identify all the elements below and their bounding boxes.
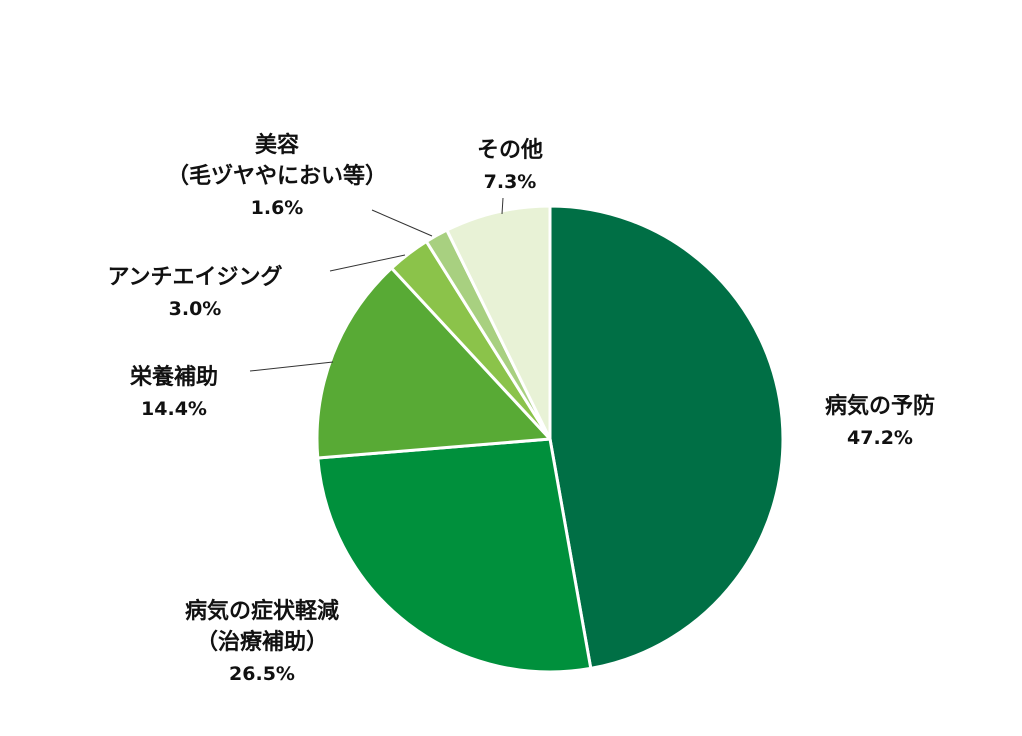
- leader-line-5: [371, 209, 433, 237]
- slice-label-name-4: アンチエイジング: [107, 264, 282, 290]
- leader-line-6: [501, 197, 504, 215]
- slice-label-name-2: （治療補助）: [196, 629, 328, 655]
- slice-label-name-2: 病気の症状軽減: [185, 598, 339, 624]
- leader-line-4: [329, 254, 406, 272]
- pie-slice-3: [315, 266, 552, 460]
- slice-label-value-4: 3.0%: [169, 298, 222, 320]
- slice-label-name-3: 栄養補助: [129, 364, 218, 390]
- slice-label-name-5: （毛ヅヤやにおい等）: [167, 163, 387, 189]
- slice-labels: 病気の予防 47.2% 病気の症状軽減 （治療補助） 26.5% 栄養補助 14.4% アンチ…: [107, 132, 935, 685]
- pie-slice-6: [445, 204, 552, 441]
- slice-label-name-1: 病気の予防: [825, 393, 935, 419]
- pie-slice-1: [548, 204, 785, 670]
- slice-label-value-1: 47.2%: [847, 427, 913, 449]
- leader-line-3: [249, 361, 334, 372]
- slice-label-value-2: 26.5%: [229, 663, 295, 685]
- pie-slice-2: [316, 437, 593, 674]
- leader-lines: [249, 197, 504, 372]
- pie-slices: [315, 204, 785, 674]
- slice-label-name-5: 美容: [255, 132, 299, 158]
- slice-label-name-6: その他: [477, 138, 543, 163]
- slice-label-value-5: 1.6%: [251, 197, 304, 219]
- slice-label-value-6: 7.3%: [484, 171, 537, 193]
- slice-label-value-3: 14.4%: [141, 398, 207, 420]
